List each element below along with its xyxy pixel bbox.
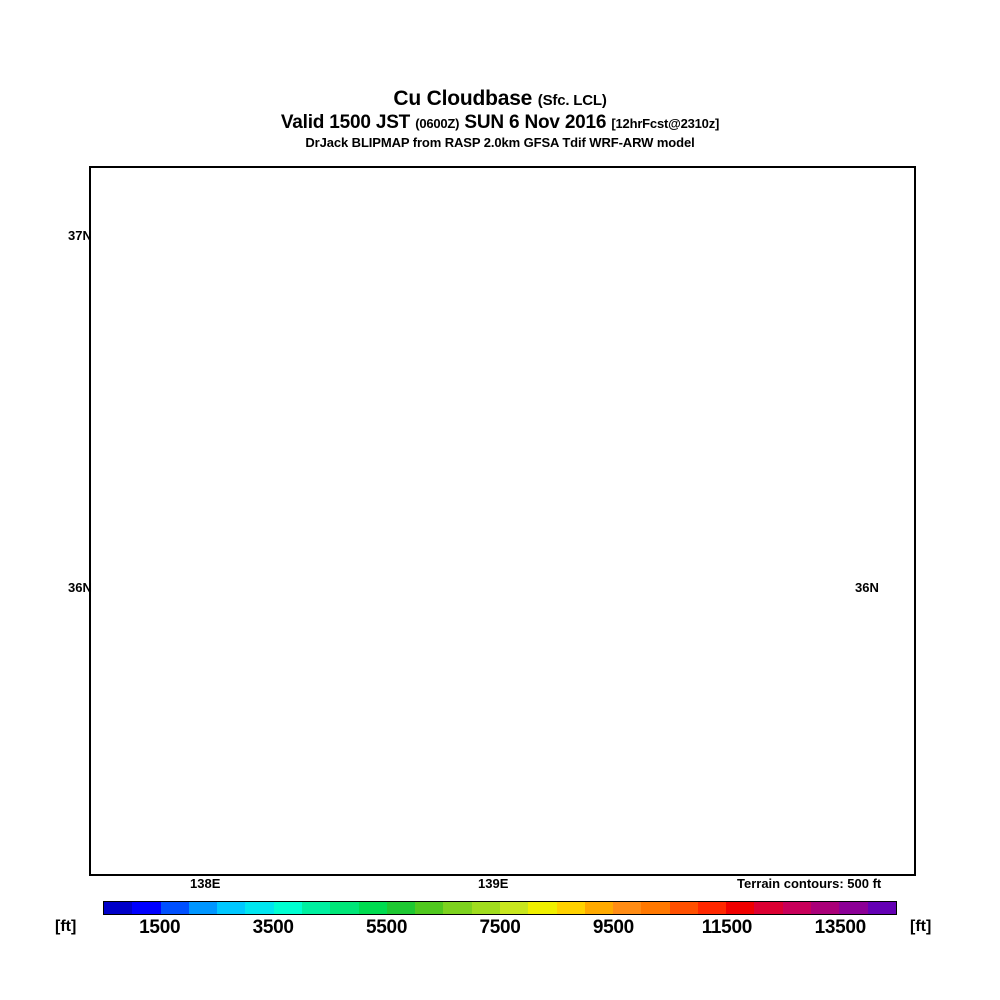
map-panel[interactable] [89,166,916,876]
colorbar-swatch [613,902,642,914]
colorbar-swatch [697,902,727,914]
colorbar-tick-label: 3500 [252,917,294,938]
colorbar-swatch [471,902,500,914]
colorbar-swatch [839,902,868,914]
terrain-contour-note: Terrain contours: 500 ft [737,876,882,891]
colorbar-swatch [499,902,529,914]
colorbar-swatch [188,902,218,914]
colorbar-swatch [528,902,557,914]
axis-label-lat-36n-right: 36N [855,580,879,595]
colorbar-tick-label: 13500 [814,917,867,938]
colorbar-ticks: 1500 3500 5500 7500 9500 11500 13500 [103,917,897,943]
colorbar-swatch [415,902,444,914]
forecast-hour: [12hrFcst@2310z] [611,116,720,131]
colorbar-swatch [641,902,670,914]
colorbar: [ft] 1500 3500 5500 7500 9500 11500 13500 [ft] [0,898,1000,948]
colorbar-strip[interactable] [103,901,897,915]
valid-time-label: Valid 1500 JST [280,112,411,133]
colorbar-tick-label: 7500 [479,917,521,938]
colorbar-swatch [386,902,416,914]
colorbar-tick-label: 11500 [701,917,753,938]
axis-label-lat-36n: 36N [68,580,92,595]
colorbar-tick-label: 9500 [592,917,634,938]
chart-valid-time: Valid 1500 JST (0600Z) SUN 6 Nov 2016 [1… [0,113,1000,132]
chart-title: Cu Cloudbase (Sfc. LCL) [0,88,1000,109]
colorbar-swatch [443,902,472,914]
title-main: Cu Cloudbase [393,87,533,110]
colorbar-swatch [556,902,585,914]
title-subtitle: (Sfc. LCL) [537,92,607,109]
colorbar-swatch [726,902,755,914]
colorbar-swatch [245,902,274,914]
colorbar-swatch [132,902,161,914]
colorbar-unit-left: [ft] [55,918,77,935]
colorbar-swatch [754,902,783,914]
colorbar-swatch [358,902,387,914]
colorbar-swatch [301,902,331,914]
colorbar-unit-right: [ft] [910,918,932,935]
colorbar-swatch [669,902,698,914]
colorbar-swatch [330,902,359,914]
colorbar-swatch [867,902,896,914]
colorbar-swatch [160,902,189,914]
axis-label-lon-139e-bottom: 139E [478,876,509,891]
colorbar-swatch [104,902,133,914]
colorbar-swatch [782,902,812,914]
valid-time-utc: (0600Z) [415,116,460,131]
colorbar-swatch [811,902,840,914]
colorbar-tick-label: 1500 [139,917,181,938]
colorbar-swatch [273,902,302,914]
terrain-heatmap-canvas[interactable] [91,168,914,874]
title-block: Cu Cloudbase (Sfc. LCL) Valid 1500 JST (… [0,88,1000,149]
valid-date: SUN 6 Nov 2016 [464,112,607,133]
axis-label-lat-37n: 37N [68,228,92,243]
colorbar-tick-label: 5500 [366,917,408,938]
colorbar-swatch [584,902,614,914]
axis-label-lon-138e-bottom: 138E [190,876,221,891]
model-source: DrJack BLIPMAP from RASP 2.0km GFSA Tdif… [305,135,695,150]
colorbar-swatch [217,902,246,914]
